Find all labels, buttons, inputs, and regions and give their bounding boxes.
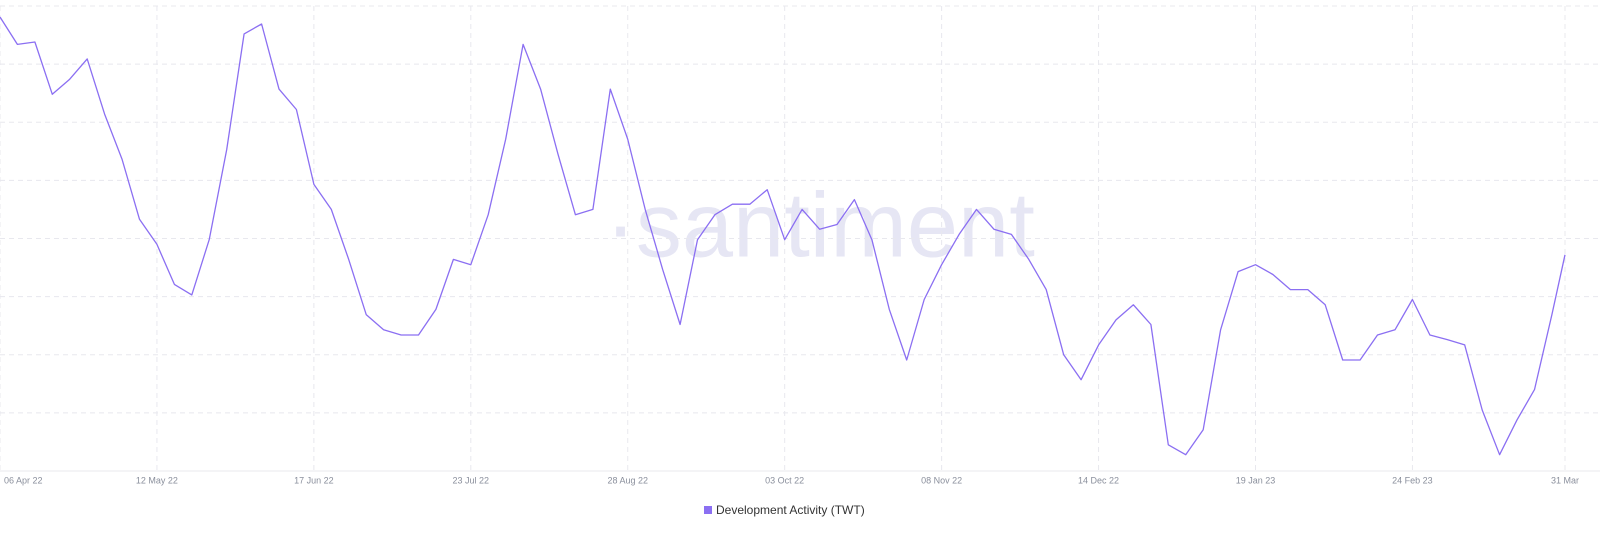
x-tick-label: 03 Oct 22 [765,475,804,485]
x-tick-label: 31 Mar [1551,475,1579,485]
x-tick-label: 19 Jan 23 [1236,475,1276,485]
x-tick-label: 14 Dec 22 [1078,475,1119,485]
x-tick-label: 28 Aug 22 [607,475,648,485]
x-tick-label: 12 May 22 [136,475,178,485]
x-tick-label: 23 Jul 22 [453,475,490,485]
legend-label: Development Activity (TWT) [716,503,865,517]
legend-item: Development Activity (TWT) [704,503,865,517]
x-tick-label: 08 Nov 22 [921,475,962,485]
x-tick-label: 24 Feb 23 [1392,475,1433,485]
legend-swatch [704,506,712,514]
watermark: ·santiment [605,174,1035,276]
grid [0,5,1600,472]
x-tick-label: 06 Apr 22 [4,475,43,485]
x-tick-label: 17 Jun 22 [294,475,334,485]
data-line [0,16,1566,456]
